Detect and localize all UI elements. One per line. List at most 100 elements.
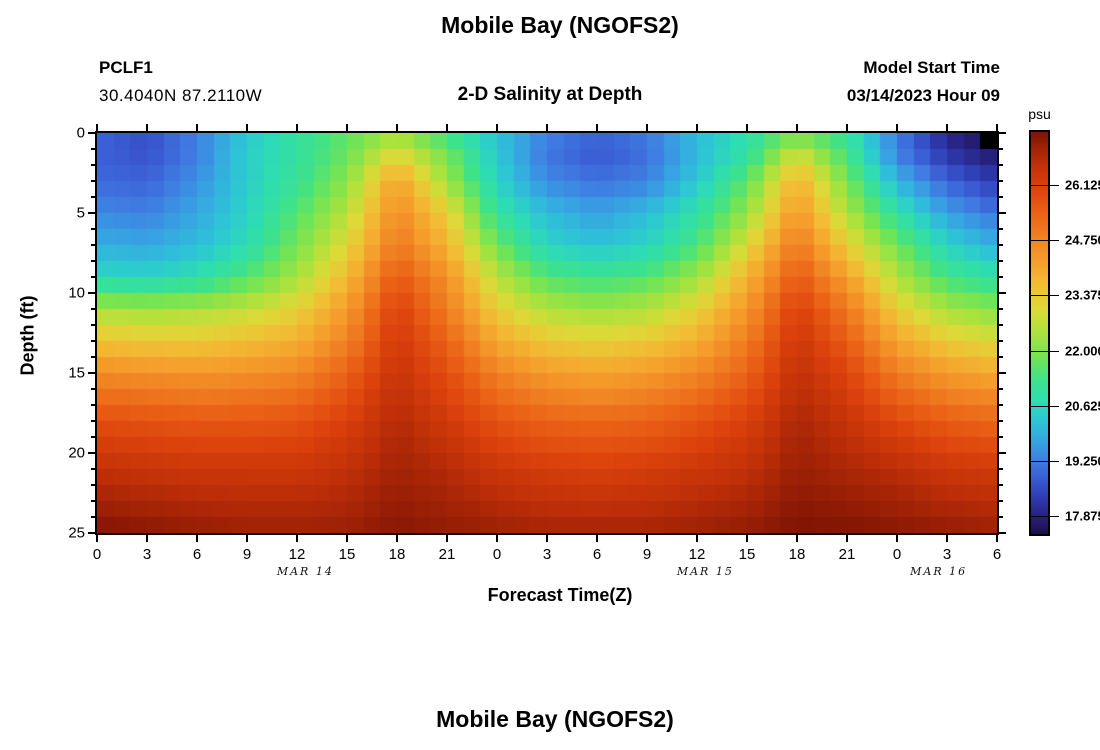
y-tick-right: [999, 436, 1003, 438]
y-tick-left: [91, 244, 95, 246]
colorbar-unit-label: psu: [1028, 106, 1051, 122]
x-tick-bottom: [96, 535, 98, 542]
x-tick-label: 3: [142, 546, 152, 563]
x-tick-label: 6: [992, 546, 1002, 563]
colorbar-tick-label: 24.750: [1065, 232, 1100, 248]
y-tick-right: [999, 292, 1006, 294]
x-date-label: MAR 16: [910, 565, 968, 578]
colorbar: [1029, 130, 1050, 536]
x-tick-bottom: [796, 535, 798, 542]
plot-subtitle: 2-D Salinity at Depth: [457, 84, 643, 105]
y-tick-right: [999, 132, 1006, 134]
y-tick-left: [91, 356, 95, 358]
x-tick-bottom: [596, 535, 598, 542]
colorbar-tick-line: [1029, 405, 1059, 407]
y-tick-right: [999, 276, 1003, 278]
x-date-label: MAR 15: [676, 565, 734, 578]
y-tick-right: [999, 388, 1003, 390]
y-tick-label: 25: [68, 524, 85, 542]
x-tick-top: [396, 124, 398, 131]
x-tick-bottom: [446, 535, 448, 542]
x-tick-label: 18: [788, 546, 806, 563]
next-figure-title: Mobile Bay (NGOFS2): [436, 706, 674, 732]
x-tick-top: [746, 124, 748, 131]
y-tick-right: [999, 340, 1003, 342]
y-tick-right: [999, 324, 1003, 326]
x-tick-top: [546, 124, 548, 131]
y-tick-right: [999, 420, 1003, 422]
x-tick-top: [796, 124, 798, 131]
x-tick-bottom: [546, 535, 548, 542]
x-tick-top: [646, 124, 648, 131]
x-tick-top: [996, 124, 998, 131]
x-tick-top: [596, 124, 598, 131]
colorbar-tick-label: 23.375: [1065, 287, 1100, 303]
x-tick-bottom: [896, 535, 898, 542]
y-tick-right: [999, 468, 1003, 470]
colorbar-tick-line: [1029, 461, 1059, 463]
y-tick-label: 20: [68, 444, 85, 462]
x-tick-top: [196, 124, 198, 131]
station-coordinates: 30.4040N 87.2110W: [99, 86, 263, 105]
colorbar-tick-label: 20.625: [1065, 398, 1100, 414]
x-tick-bottom: [146, 535, 148, 542]
colorbar-tick-line: [1029, 516, 1059, 518]
y-tick-right: [999, 372, 1006, 374]
y-tick-right: [999, 228, 1003, 230]
x-tick-bottom: [846, 535, 848, 542]
colorbar-tick-line: [1029, 350, 1059, 352]
x-tick-bottom: [496, 535, 498, 542]
y-tick-left: [88, 212, 95, 214]
x-tick-top: [946, 124, 948, 131]
x-tick-top: [496, 124, 498, 131]
x-axis-title: Forecast Time(Z): [487, 585, 633, 605]
x-tick-label: 9: [242, 546, 252, 563]
y-tick-left: [91, 468, 95, 470]
x-tick-top: [96, 124, 98, 131]
y-tick-label: 5: [76, 204, 85, 222]
y-tick-left: [91, 164, 95, 166]
y-tick-right: [999, 500, 1003, 502]
y-tick-left: [91, 388, 95, 390]
x-tick-label: 15: [738, 546, 756, 563]
y-tick-right: [999, 244, 1003, 246]
y-tick-left: [91, 148, 95, 150]
colorbar-tick-line: [1029, 184, 1059, 186]
y-tick-right: [999, 356, 1003, 358]
y-tick-right: [999, 164, 1003, 166]
x-tick-top: [696, 124, 698, 131]
colorbar-tick-line: [1029, 295, 1059, 297]
y-tick-left: [91, 404, 95, 406]
y-tick-right: [999, 532, 1006, 534]
y-tick-left: [91, 228, 95, 230]
x-tick-top: [146, 124, 148, 131]
y-tick-left: [91, 516, 95, 518]
y-tick-right: [999, 516, 1003, 518]
x-tick-label: 6: [592, 546, 602, 563]
y-tick-label: 15: [68, 364, 85, 382]
x-tick-label: 3: [942, 546, 952, 563]
x-tick-bottom: [996, 535, 998, 542]
colorbar-tick-label: 19.250: [1065, 453, 1100, 469]
x-tick-label: 18: [388, 546, 406, 563]
x-tick-bottom: [396, 535, 398, 542]
x-tick-label: 3: [542, 546, 552, 563]
y-tick-left: [91, 500, 95, 502]
model-start-value: 03/14/2023 Hour 09: [846, 86, 1000, 105]
x-tick-label: 21: [438, 546, 456, 563]
y-axis-title: Depth (ft): [17, 295, 38, 376]
y-tick-left: [88, 532, 95, 534]
station-id: PCLF1: [99, 58, 153, 77]
y-tick-left: [91, 484, 95, 486]
y-tick-left: [91, 340, 95, 342]
y-tick-left: [88, 292, 95, 294]
y-tick-left: [88, 372, 95, 374]
x-tick-bottom: [696, 535, 698, 542]
x-tick-bottom: [646, 535, 648, 542]
y-tick-left: [91, 180, 95, 182]
y-tick-right: [999, 212, 1006, 214]
y-tick-left: [88, 132, 95, 134]
x-tick-label: 12: [288, 546, 306, 563]
y-tick-left: [91, 308, 95, 310]
